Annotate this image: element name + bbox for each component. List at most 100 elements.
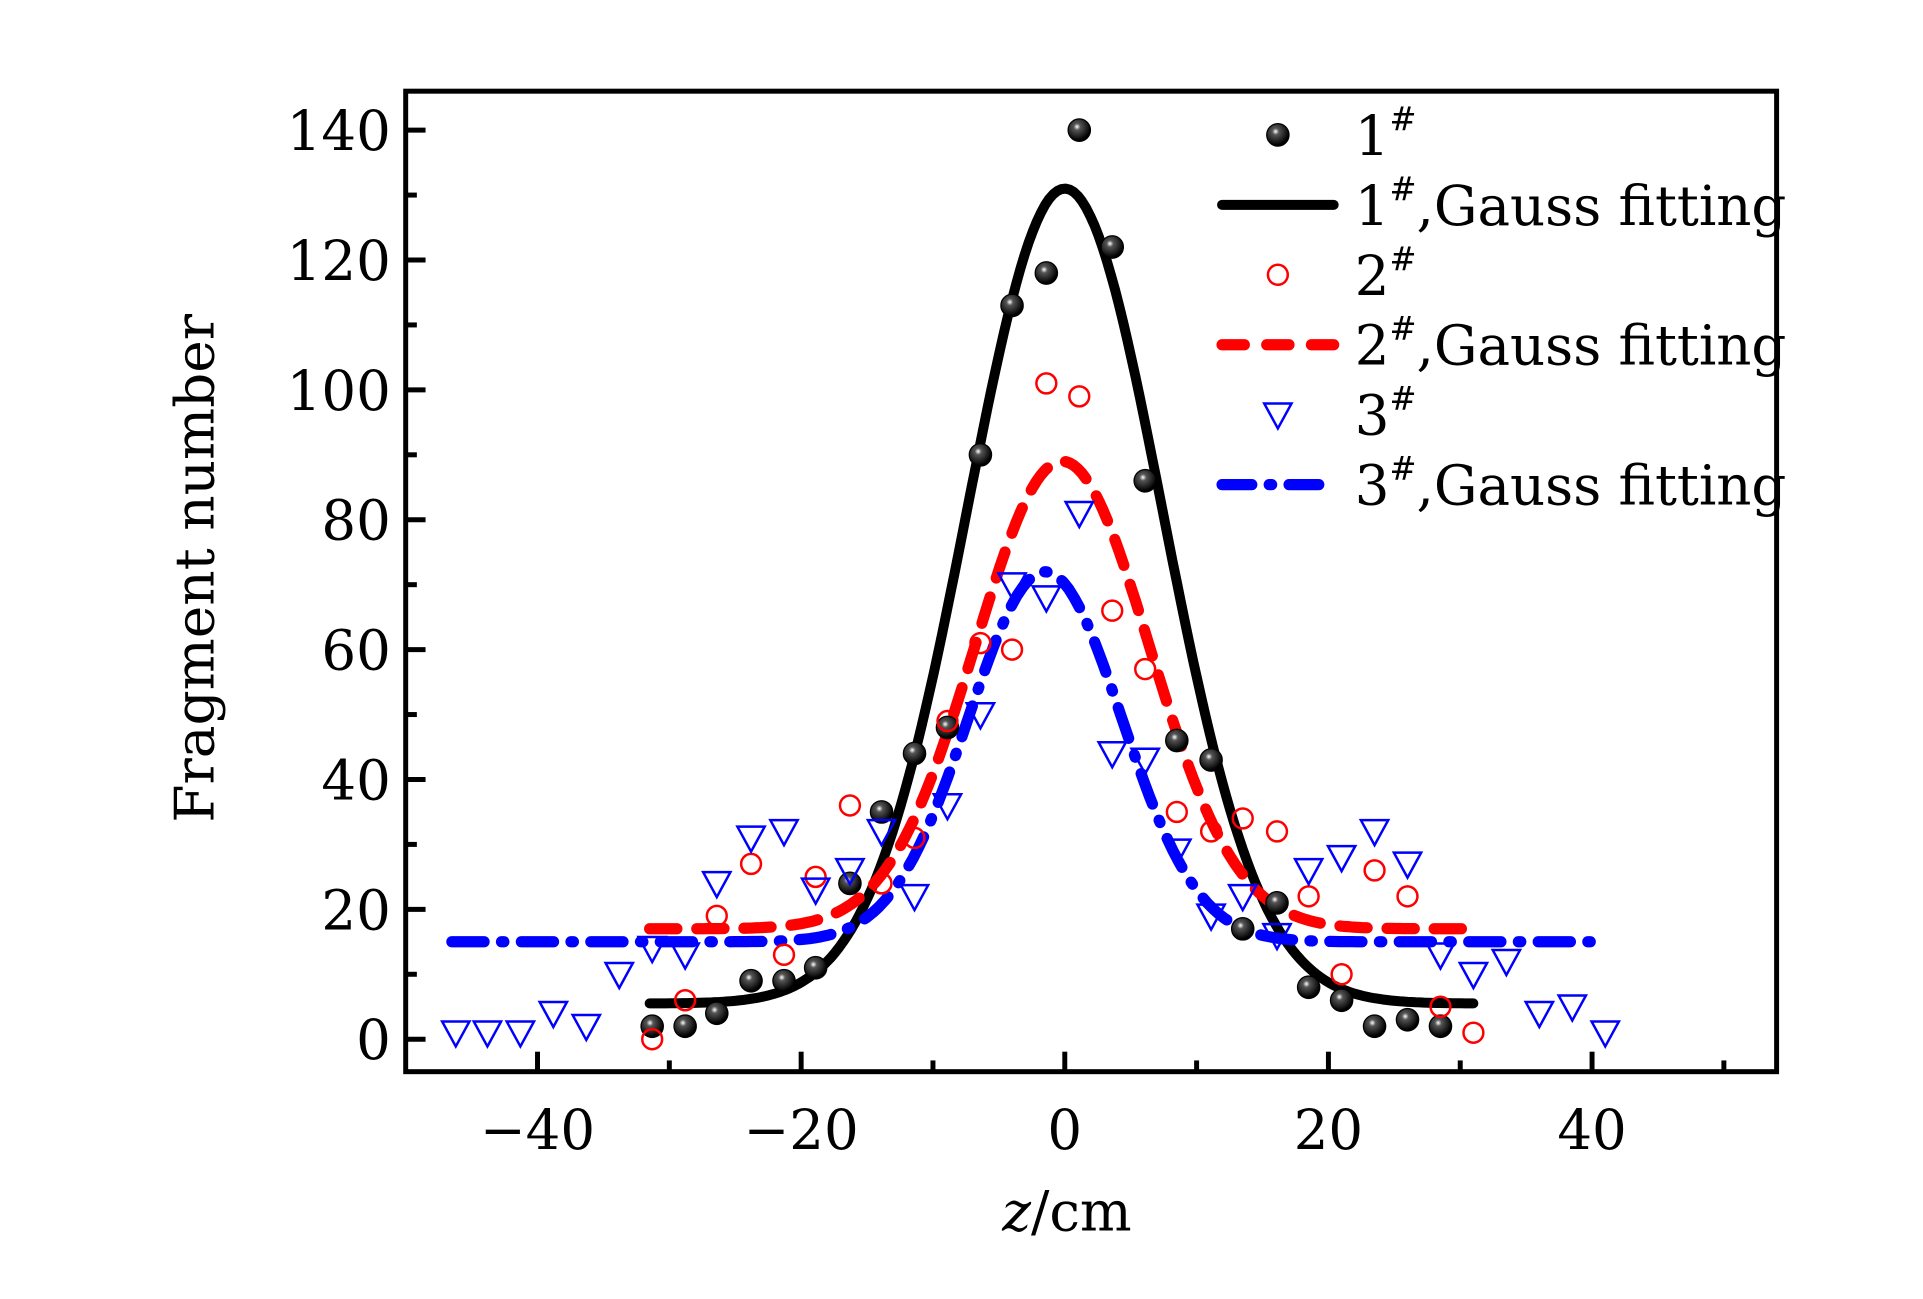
plot-frame — [403, 88, 1780, 1075]
legend-item-3-gauss-fitting: 3#,Gauss fitting — [1216, 450, 1787, 518]
data-point-series-5 — [931, 792, 964, 822]
data-point-series-5 — [964, 702, 997, 731]
data-point-series-5 — [996, 572, 1028, 602]
data-point-series-5 — [768, 818, 800, 848]
data-point-series-3 — [936, 709, 959, 733]
data-point-series-5 — [1292, 857, 1325, 887]
data-point-series-1 — [673, 1014, 697, 1039]
y-tick-label: 60 — [321, 618, 390, 682]
data-point-series-1 — [803, 955, 828, 980]
y-tick-label: 120 — [287, 229, 391, 293]
data-point-series-5 — [701, 870, 733, 900]
data-point-series-1 — [1100, 235, 1125, 259]
data-point-series-5 — [834, 857, 866, 887]
data-point-series-3 — [903, 826, 926, 850]
data-point-series-3 — [870, 872, 893, 895]
legend-marker-icon — [1262, 402, 1294, 432]
data-point-series-1 — [935, 715, 960, 740]
data-point-series-5 — [1226, 883, 1259, 913]
data-point-series-5 — [1096, 741, 1128, 770]
data-point-series-5 — [865, 818, 898, 848]
data-point-series-5 — [1490, 948, 1523, 978]
data-point-series-1 — [1067, 118, 1092, 143]
x-tick-label: 20 — [1294, 1098, 1363, 1162]
y-tick-label: 20 — [321, 878, 390, 942]
data-point-series-1 — [968, 442, 993, 467]
data-point-series-5 — [1195, 903, 1227, 933]
data-point-series-5 — [799, 877, 832, 907]
data-point-series-1 — [1230, 916, 1255, 941]
data-point-series-1 — [1265, 890, 1289, 915]
data-point-series-5 — [1161, 838, 1193, 868]
data-point-series-1 — [772, 968, 796, 993]
data-point-series-5 — [504, 1020, 537, 1050]
data-point-series-3 — [1068, 385, 1091, 408]
x-axis-title-italic: z — [1001, 1179, 1032, 1243]
x-tick-label: 40 — [1557, 1098, 1626, 1162]
data-point-series-5 — [669, 942, 701, 972]
data-point-series-5 — [1325, 844, 1358, 874]
data-point-series-1 — [1428, 1014, 1453, 1039]
data-point-series-5 — [1063, 500, 1096, 530]
y-tick-label: 140 — [287, 99, 391, 163]
data-point-series-1 — [902, 741, 927, 766]
legend-item-2-gauss-fitting: 2#,Gauss fitting — [1216, 310, 1786, 378]
data-point-series-5 — [1391, 851, 1424, 881]
data-point-series-5 — [570, 1013, 603, 1043]
data-point-series-1 — [739, 968, 763, 993]
data-point-series-5 — [603, 961, 635, 991]
data-point-series-3 — [1396, 885, 1419, 908]
data-point-series-3 — [1101, 599, 1124, 622]
data-point-series-1 — [1395, 1007, 1420, 1032]
x-tick-label: −40 — [480, 1098, 595, 1162]
legend-label: 3# — [1355, 380, 1417, 448]
legend-item-1-gauss-fitting: 1#,Gauss fitting — [1217, 170, 1787, 238]
legend-label: 3#,Gauss fitting — [1355, 450, 1787, 518]
data-point-series-1 — [1133, 468, 1157, 493]
data-point-series-5 — [1030, 585, 1063, 614]
y-axis-title: Fragment number — [163, 313, 227, 823]
data-point-series-5 — [1261, 922, 1293, 952]
data-point-series-5 — [1457, 961, 1490, 991]
data-point-series-3 — [1000, 638, 1024, 661]
data-point-series-5 — [1358, 818, 1391, 848]
y-tick-label: 80 — [321, 489, 390, 553]
data-point-series-5 — [1523, 1000, 1556, 1030]
data-point-series-5 — [735, 825, 767, 855]
data-point-series-1 — [1165, 728, 1189, 753]
data-point-series-3 — [1199, 820, 1223, 843]
legend-marker-icon — [1266, 123, 1290, 147]
data-point-series-1 — [1034, 261, 1059, 285]
data-point-series-3 — [1297, 885, 1320, 908]
data-point-series-3 — [1265, 820, 1289, 843]
data-point-series-1 — [1199, 748, 1223, 772]
data-point-series-3 — [1035, 372, 1058, 395]
legend-label: 1# — [1355, 100, 1417, 168]
data-point-series-3 — [641, 1027, 664, 1051]
y-tick-label: 0 — [356, 1008, 391, 1072]
data-point-series-3 — [739, 852, 763, 876]
data-point-series-3 — [804, 865, 827, 889]
y-tick-label: 100 — [287, 359, 391, 423]
data-point-series-5 — [898, 883, 931, 913]
x-axis-title: z/cm — [1001, 1179, 1131, 1243]
data-point-series-1 — [1296, 975, 1321, 1000]
data-point-series-3 — [1330, 963, 1353, 986]
data-point-series-3 — [673, 989, 697, 1012]
data-point-series-1 — [704, 1001, 729, 1026]
x-axis-title-unit: /cm — [1031, 1179, 1132, 1243]
legend-item-3-: 3# — [1262, 380, 1417, 448]
data-point-series-3 — [1429, 995, 1452, 1018]
data-point-series-5 — [1589, 1020, 1621, 1050]
legend-label: 1#,Gauss fitting — [1355, 170, 1787, 238]
axis-ticks — [405, 127, 1727, 1072]
data-point-series-5 — [1556, 994, 1589, 1024]
x-tick-label: 0 — [1047, 1098, 1082, 1162]
data-point-series-5 — [636, 935, 668, 965]
fit-line-series-6 — [446, 566, 1611, 948]
data-point-series-5 — [440, 1020, 472, 1050]
data-point-series-3 — [969, 631, 992, 655]
data-point-series-5 — [1129, 747, 1161, 777]
